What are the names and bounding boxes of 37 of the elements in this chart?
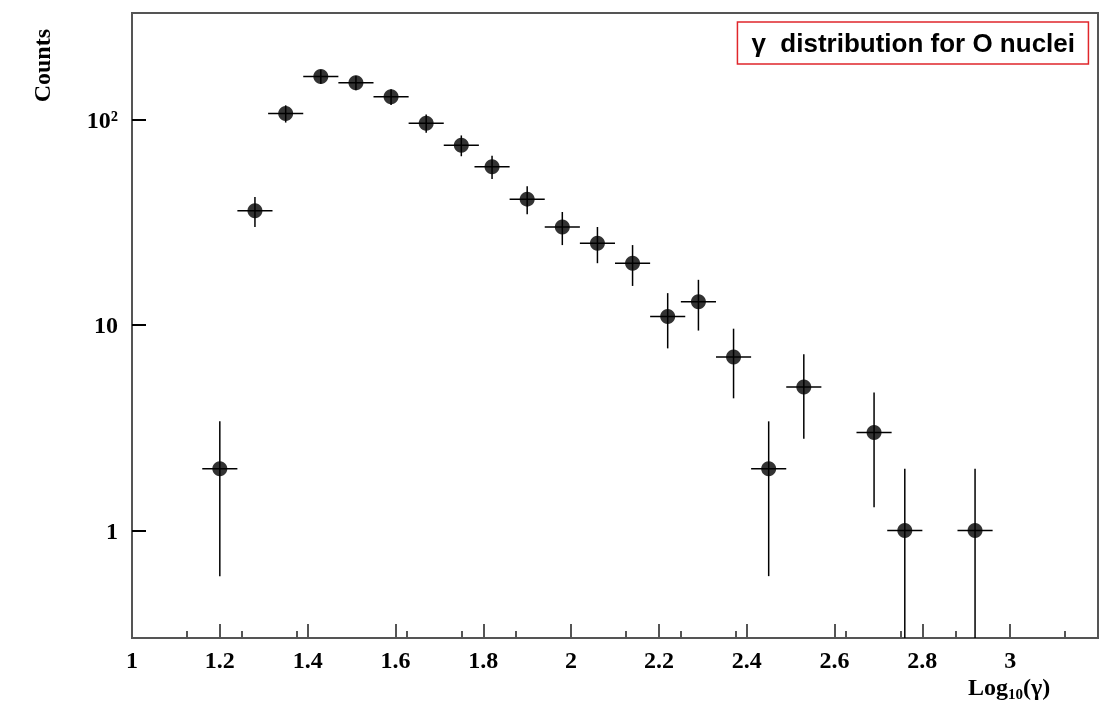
point xyxy=(383,89,399,105)
point xyxy=(453,137,469,153)
point xyxy=(625,255,641,271)
y-tick-label: 10 xyxy=(94,312,118,339)
text: γ distribution for O nuclei xyxy=(751,28,1076,58)
point xyxy=(348,75,364,91)
x-tick-label: 1.4 xyxy=(292,647,323,673)
point xyxy=(519,191,535,207)
point xyxy=(897,523,913,539)
point xyxy=(247,203,263,219)
point xyxy=(313,69,329,84)
y-tick-label: 10² xyxy=(86,106,118,133)
point xyxy=(589,235,605,251)
point xyxy=(660,309,676,325)
x-tick-label: 2.2 xyxy=(643,647,674,673)
x-tick-label: 2.4 xyxy=(731,647,762,673)
point xyxy=(484,159,500,175)
point xyxy=(212,461,228,477)
point xyxy=(726,349,742,365)
point xyxy=(278,106,294,122)
x-tick-label: 2.6 xyxy=(819,647,850,673)
point xyxy=(967,523,983,539)
point xyxy=(796,379,812,395)
y-axis-title: Counts xyxy=(29,29,55,103)
x-tick-label: 1.8 xyxy=(468,647,499,673)
point xyxy=(866,425,882,440)
x-tick-label: 1.2 xyxy=(204,647,235,673)
x-tick-label: 1 xyxy=(126,647,138,673)
x-tick-label: 3 xyxy=(1004,647,1017,673)
point xyxy=(554,219,570,235)
point xyxy=(418,115,434,131)
x-tick-label: 1.6 xyxy=(380,647,411,673)
point xyxy=(690,294,706,310)
point xyxy=(761,461,777,477)
x-tick-label: 2 xyxy=(565,647,578,673)
y-tick-label: 1 xyxy=(106,517,118,544)
x-tick-label: 2.8 xyxy=(907,647,938,673)
